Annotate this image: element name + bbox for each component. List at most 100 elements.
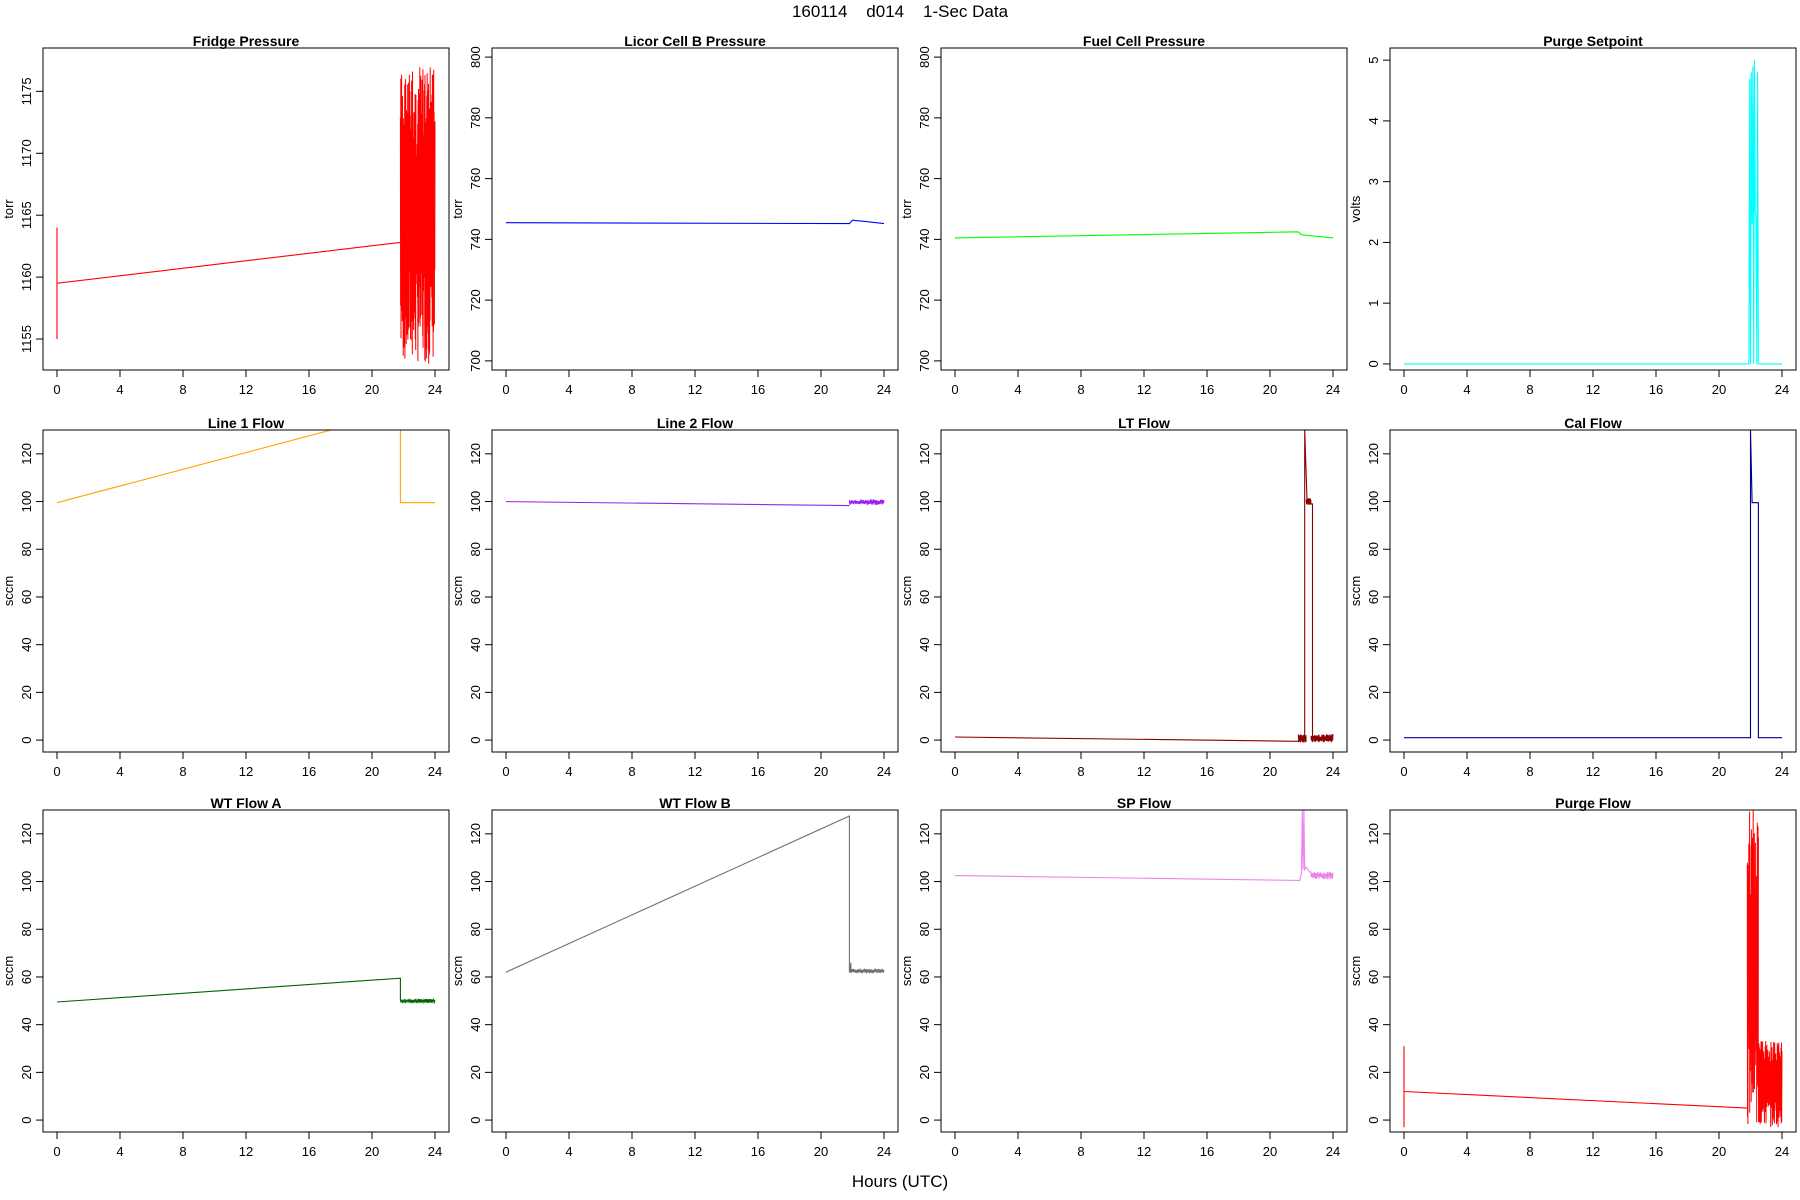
x-tick-label: 20 — [1712, 382, 1726, 397]
panel-title: WT Flow B — [659, 795, 731, 811]
y-tick-label: 100 — [468, 871, 483, 893]
x-tick-label: 0 — [53, 382, 60, 397]
panel-3: Fuel Cell Pressure 0 4 8 12 16 20 24 700 720 740 76… — [899, 33, 1348, 397]
series-line — [954, 810, 1312, 881]
y-tick-label: 0 — [468, 1116, 483, 1123]
figure-title: 160114 d014 1-Sec Data — [791, 2, 1009, 21]
panel-2: Licor Cell B Pressure 0 4 8 12 16 20 24 700 720 74… — [450, 33, 899, 397]
series-line — [954, 430, 1333, 742]
y-tick-label: 0 — [1366, 1116, 1381, 1123]
y-tick-label: 3 — [1366, 178, 1381, 185]
y-tick-label: 40 — [1366, 1017, 1381, 1031]
series-2 — [505, 219, 885, 225]
y-tick-label: 1 — [1366, 300, 1381, 307]
x-tick-label: 24 — [1775, 382, 1789, 397]
y-tick-label: 120 — [468, 823, 483, 845]
panel-frame — [1389, 429, 1797, 753]
series-line — [505, 815, 852, 973]
x-tick-label: 24 — [877, 1144, 891, 1159]
y-tick-label: 80 — [468, 542, 483, 556]
series-noise — [1297, 734, 1307, 743]
x-tick-label: 4 — [1014, 1144, 1021, 1159]
x-tick-label: 8 — [628, 1144, 635, 1159]
panel-title: Fuel Cell Pressure — [1083, 33, 1205, 49]
x-tick-label: 0 — [53, 1144, 60, 1159]
x-tick-label: 12 — [688, 764, 702, 779]
series-noise — [1310, 734, 1334, 743]
x-tick-label: 12 — [1586, 382, 1600, 397]
y-tick-label: 700 — [468, 350, 483, 372]
panel-7: LT Flow 0 4 8 12 16 20 24 0 20 40 60 80 100 120 sccm — [899, 415, 1348, 779]
panel-frame — [1389, 809, 1797, 1133]
x-tick-label: 12 — [1137, 764, 1151, 779]
y-tick-label: 100 — [1366, 871, 1381, 893]
y-tick-label: 720 — [917, 289, 932, 311]
y-axis-label: torr — [899, 199, 914, 219]
y-tick-label: 60 — [1366, 590, 1381, 604]
y-axis-label: sccm — [450, 576, 465, 606]
y-tick-label: 80 — [19, 542, 34, 556]
series-noise — [399, 67, 436, 364]
x-tick-label: 8 — [179, 764, 186, 779]
x-tick-label: 16 — [751, 764, 765, 779]
y-axis-label: torr — [450, 199, 465, 219]
y-axis-label: sccm — [1, 956, 16, 986]
y-tick-label: 1155 — [19, 325, 34, 353]
x-tick-label: 4 — [116, 764, 123, 779]
y-tick-label: 20 — [468, 1065, 483, 1079]
y-axis-label: torr — [1, 199, 16, 219]
x-tick-label: 12 — [239, 764, 253, 779]
panel-6: Line 2 Flow 0 4 8 12 16 20 24 0 20 40 60 80 100 120 scc… — [450, 415, 899, 779]
x-tick-label: 20 — [1263, 764, 1277, 779]
x-tick-label: 12 — [1586, 764, 1600, 779]
y-tick-label: 40 — [1366, 637, 1381, 651]
y-tick-label: 100 — [468, 491, 483, 513]
series-line — [1404, 60, 1782, 365]
series-11 — [954, 810, 1334, 881]
y-tick-label: 760 — [468, 168, 483, 190]
panel-5: Line 1 Flow 0 4 8 12 16 20 24 0 20 40 60 80 100 120 scc… — [1, 415, 450, 779]
y-tick-label: 100 — [917, 491, 932, 513]
panel-frame — [940, 47, 1348, 371]
series-noise — [848, 967, 885, 974]
x-tick-label: 16 — [1200, 382, 1214, 397]
x-tick-label: 20 — [1712, 764, 1726, 779]
panel-frame — [940, 429, 1348, 753]
x-tick-label: 12 — [688, 1144, 702, 1159]
y-tick-label: 40 — [917, 637, 932, 651]
y-tick-label: 740 — [917, 229, 932, 251]
x-tick-label: 8 — [628, 764, 635, 779]
panel-title: WT Flow A — [210, 795, 281, 811]
x-tick-label: 8 — [179, 382, 186, 397]
y-tick-label: 100 — [1366, 491, 1381, 513]
panel-title: Line 2 Flow — [657, 415, 733, 431]
y-tick-label: 0 — [917, 1116, 932, 1123]
panel-frame — [491, 429, 899, 753]
x-tick-label: 16 — [751, 382, 765, 397]
y-tick-label: 120 — [19, 443, 34, 465]
series-line — [56, 430, 332, 504]
x-tick-label: 12 — [1137, 382, 1151, 397]
series-12 — [1403, 810, 1783, 1128]
x-tick-label: 16 — [751, 1144, 765, 1159]
y-axis-label: sccm — [1, 576, 16, 606]
x-tick-label: 24 — [1775, 764, 1789, 779]
panel-frame — [1389, 47, 1797, 371]
x-tick-label: 8 — [1077, 764, 1084, 779]
y-tick-label: 100 — [917, 871, 932, 893]
x-tick-label: 8 — [1526, 382, 1533, 397]
y-tick-label: 800 — [468, 46, 483, 68]
panel-frame — [940, 809, 1348, 1133]
panel-frame — [491, 47, 899, 371]
x-tick-label: 24 — [1326, 764, 1340, 779]
y-tick-label: 80 — [1366, 922, 1381, 936]
x-tick-label: 16 — [1649, 1144, 1663, 1159]
series-line — [954, 231, 1334, 239]
y-tick-label: 20 — [19, 1065, 34, 1079]
y-tick-label: 60 — [468, 590, 483, 604]
x-tick-label: 20 — [814, 1144, 828, 1159]
x-tick-label: 4 — [1463, 764, 1470, 779]
y-tick-label: 40 — [19, 1017, 34, 1031]
x-tick-label: 12 — [1137, 1144, 1151, 1159]
